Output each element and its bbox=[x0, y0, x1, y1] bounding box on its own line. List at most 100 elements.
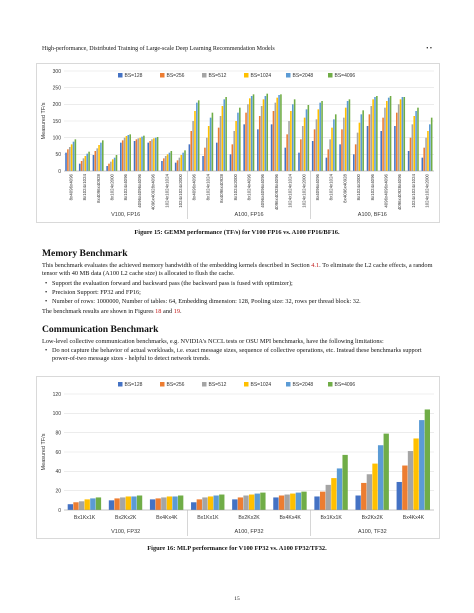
bar-bs-1024 bbox=[427, 131, 429, 171]
bar-bs-2048 bbox=[172, 496, 178, 510]
bar-bs-2048 bbox=[374, 97, 376, 171]
x-tick-label: 8x1024x1024 bbox=[329, 173, 334, 200]
x-tick-label: Bx1Kx1K bbox=[321, 515, 343, 521]
bar-bs-512 bbox=[202, 497, 208, 510]
bar-bs-1024 bbox=[399, 99, 402, 171]
bar-bs-1024 bbox=[276, 97, 278, 171]
bar-bs-256 bbox=[423, 147, 425, 171]
bar-bs-2048 bbox=[387, 97, 390, 171]
x-tick-label: 8x4096x40928 bbox=[96, 173, 101, 202]
bar-bs-128 bbox=[380, 131, 382, 171]
bar-bs-4096 bbox=[334, 114, 337, 171]
bar-bs-2048 bbox=[196, 102, 198, 171]
x-tick-label: 4096x40928x4096 bbox=[397, 173, 402, 210]
bar-bs-1024 bbox=[249, 494, 255, 510]
x-tick-label: 8x1024x2000 bbox=[109, 173, 114, 200]
bar-bs-1024 bbox=[207, 126, 210, 171]
bar-bs-2048 bbox=[127, 135, 130, 171]
bar-bs-256 bbox=[231, 144, 234, 171]
bar-bs-128 bbox=[366, 126, 369, 171]
running-header-mark: • • bbox=[426, 46, 432, 52]
bar-bs-2048 bbox=[415, 111, 417, 171]
y-tick-label: 150 bbox=[53, 119, 62, 125]
legend-label: BS=128 bbox=[125, 382, 143, 388]
figure-16-caption: Figure 16: MLP performance for V100 FP32… bbox=[147, 545, 327, 552]
bar-bs-128 bbox=[394, 126, 396, 171]
bar-bs-4096 bbox=[170, 151, 173, 171]
bar-bs-4096 bbox=[197, 100, 200, 171]
x-tick-label: 8x1024x2000 bbox=[233, 173, 238, 200]
bar-bs-128 bbox=[78, 163, 81, 171]
legend-swatch bbox=[286, 73, 291, 78]
chart-frame bbox=[36, 376, 440, 539]
x-tick-label: Bx4Kx4K bbox=[156, 515, 178, 521]
bar-bs-256 bbox=[313, 129, 316, 171]
bar-bs-2048 bbox=[333, 119, 335, 171]
bar-bs-1024 bbox=[207, 496, 214, 510]
bar-bs-512 bbox=[78, 501, 85, 510]
bar-bs-128 bbox=[396, 481, 402, 510]
group-label: A100, TF32 bbox=[358, 529, 387, 535]
bar-bs-4096 bbox=[115, 155, 118, 171]
x-tick-label: 8x4096x4096 bbox=[68, 173, 73, 200]
bar-bs-1024 bbox=[111, 159, 114, 171]
bar-bs-2048 bbox=[168, 152, 171, 171]
legend-swatch bbox=[202, 382, 207, 387]
bar-bs-256 bbox=[121, 140, 124, 171]
bar-bs-2048 bbox=[141, 136, 143, 171]
figure-18-link[interactable]: 18 bbox=[155, 308, 162, 315]
bar-bs-1024 bbox=[84, 156, 87, 171]
group-label: A100, BF16 bbox=[358, 212, 387, 218]
bar-bs-2048 bbox=[213, 495, 219, 510]
bar-bs-2048 bbox=[319, 102, 321, 171]
bar-bs-1024 bbox=[344, 107, 347, 171]
bar-bs-128 bbox=[191, 502, 197, 510]
bar-bs-128 bbox=[325, 157, 328, 171]
bar-bs-4096 bbox=[178, 495, 184, 510]
bar-bs-1024 bbox=[70, 144, 73, 171]
bar-bs-256 bbox=[409, 137, 412, 171]
bar-bs-4096 bbox=[184, 150, 186, 171]
bar-bs-1024 bbox=[249, 98, 251, 171]
bar-bs-256 bbox=[80, 161, 83, 171]
x-tick-label: 4096x40928x4096 bbox=[274, 173, 279, 210]
section-link[interactable]: 4.1 bbox=[311, 262, 320, 269]
x-tick-label: Bx1Kx1K bbox=[197, 515, 219, 521]
bar-bs-512 bbox=[151, 139, 153, 171]
bar-bs-4096 bbox=[348, 99, 351, 171]
bar-bs-512 bbox=[96, 148, 98, 171]
bar-bs-512 bbox=[178, 157, 181, 171]
bar-bs-256 bbox=[402, 465, 408, 510]
bar-bs-256 bbox=[163, 158, 165, 171]
bar-bs-128 bbox=[215, 142, 218, 171]
x-tick-label: 8x1024x4096 bbox=[247, 173, 252, 200]
memory-benchmark-heading: Memory Benchmark bbox=[42, 248, 128, 259]
bar-bs-256 bbox=[190, 131, 193, 171]
bar-bs-4096 bbox=[266, 93, 269, 171]
group-label: V100, FP16 bbox=[111, 212, 140, 218]
bar-bs-2048 bbox=[254, 493, 260, 510]
legend-label: BS=1024 bbox=[251, 382, 272, 388]
legend-label: BS=4096 bbox=[335, 382, 356, 388]
x-tick-label: 8x1024x4096 bbox=[370, 173, 375, 200]
x-tick-label: 8x1024x4096 bbox=[123, 173, 128, 200]
mlp-chart: 0 20 40 60 80 100 120 Measured TF/s Bx1Kx1K Bx2Kx… bbox=[36, 376, 440, 539]
bar-bs-4096 bbox=[225, 97, 227, 171]
figure-19-link[interactable]: 19 bbox=[173, 308, 180, 315]
bar-bs-512 bbox=[137, 138, 140, 171]
bar-bs-4096 bbox=[417, 107, 419, 171]
memory-bullet-2: Precision Support: FP32 and FP16; bbox=[45, 289, 434, 298]
bar-bs-2048 bbox=[360, 114, 363, 171]
bar-bs-4096 bbox=[88, 151, 90, 171]
bar-bs-1024 bbox=[303, 117, 306, 171]
legend-swatch bbox=[328, 73, 333, 78]
bar-bs-128 bbox=[149, 499, 156, 510]
x-tick-label: 1024x1024x2000 bbox=[301, 173, 306, 207]
bar-bs-512 bbox=[366, 474, 373, 510]
bar-bs-4096 bbox=[342, 454, 348, 510]
bar-bs-4096 bbox=[143, 135, 145, 171]
memory-bullet-3: Number of rows: 1000000, Number of table… bbox=[45, 298, 434, 307]
bar-bs-4096 bbox=[74, 139, 77, 171]
bar-bs-2048 bbox=[154, 137, 157, 171]
bar-bs-128 bbox=[421, 157, 424, 171]
